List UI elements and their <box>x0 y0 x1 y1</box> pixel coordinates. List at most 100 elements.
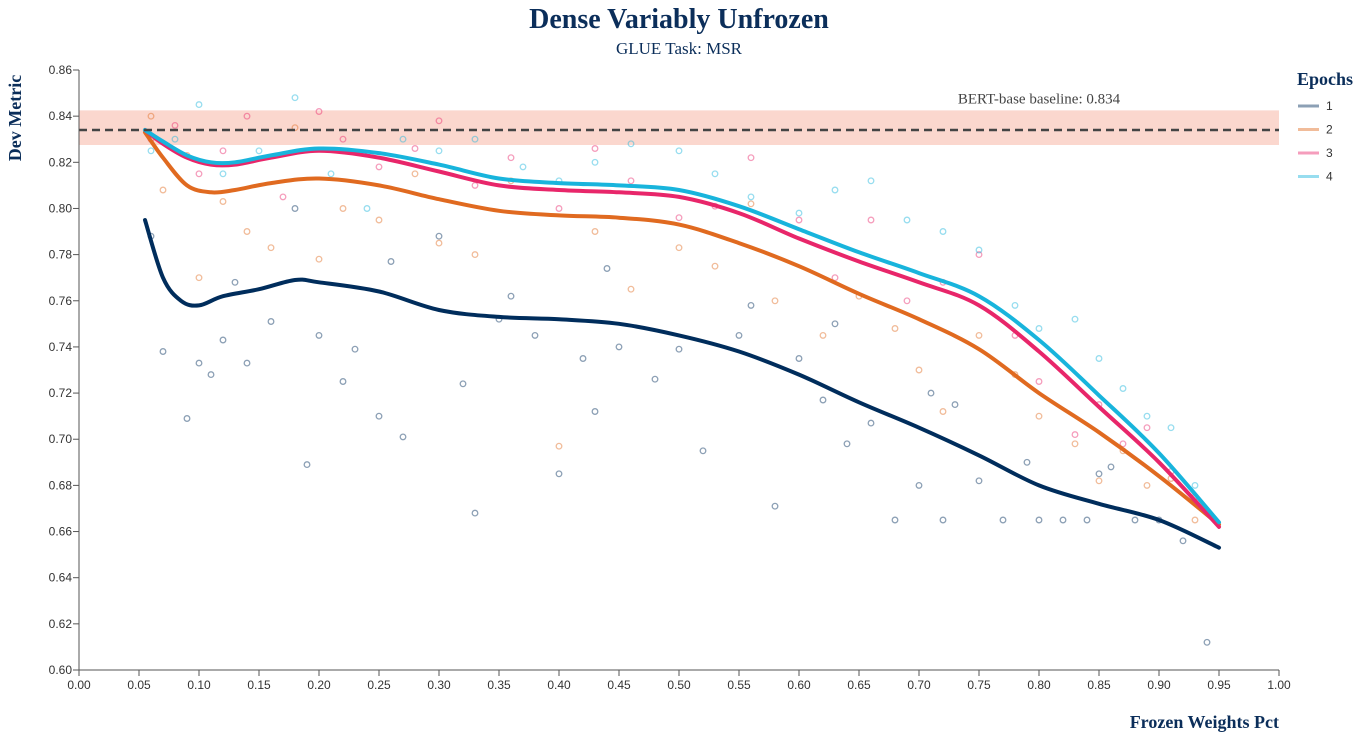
scatter-point <box>1035 325 1043 332</box>
scatter-point <box>675 244 683 252</box>
scatter-point <box>915 366 923 374</box>
scatter-point <box>939 516 947 524</box>
scatter-point <box>267 244 275 252</box>
plot-area: BERT-base baseline: 0.834 <box>79 91 1279 646</box>
scatter-point <box>771 297 779 305</box>
scatter-point <box>591 145 599 152</box>
scatter-point <box>1071 315 1079 323</box>
scatter-point <box>507 292 515 300</box>
scatter-point <box>999 516 1007 524</box>
y-tick-label: 0.64 <box>49 571 73 585</box>
scatter-point <box>1095 470 1103 478</box>
scatter-point <box>363 205 371 212</box>
x-tick-label: 0.25 <box>367 678 391 692</box>
scatter-point <box>159 348 167 355</box>
chart-title: Dense Variably Unfrozen <box>529 4 829 35</box>
scatter-point <box>1083 516 1091 524</box>
scatter-point <box>291 205 299 212</box>
scatter-point <box>267 318 275 325</box>
scatter-point <box>147 147 155 155</box>
scatter-point <box>975 331 983 339</box>
scatter-point <box>195 101 203 109</box>
scatter-point <box>291 94 299 102</box>
scatter-point <box>1191 516 1199 524</box>
scatter-point <box>795 209 803 217</box>
scatter-point <box>939 228 947 235</box>
baseline-label: BERT-base baseline: 0.834 <box>958 91 1121 107</box>
y-tick-label: 0.66 <box>49 525 73 539</box>
scatter-point <box>1143 424 1151 432</box>
scatter-point <box>615 343 623 351</box>
y-axis-title: Dev Metric <box>5 75 25 161</box>
x-tick-label: 1.00 <box>1267 678 1291 692</box>
trend-line-epoch-4 <box>143 128 1221 525</box>
scatter-point <box>591 408 599 415</box>
x-tick-label: 0.00 <box>67 678 91 692</box>
scatter-point <box>747 154 755 162</box>
scatter-point <box>795 355 803 362</box>
legend-title: Epochs <box>1297 69 1353 89</box>
scatter-point <box>183 415 191 422</box>
y-tick-label: 0.74 <box>49 340 73 354</box>
x-tick-label: 0.10 <box>187 678 211 692</box>
x-tick-label: 0.55 <box>727 678 751 692</box>
y-tick-label: 0.82 <box>49 155 73 169</box>
scatter-point <box>831 320 839 328</box>
scatter-point <box>243 359 251 367</box>
scatter-point <box>459 380 467 388</box>
scatter-point <box>699 447 707 455</box>
legend-label-epoch-2: 2 <box>1326 123 1333 137</box>
scatter-point <box>627 177 635 185</box>
y-tick-label: 0.68 <box>49 478 73 492</box>
x-tick-label: 0.75 <box>967 678 991 692</box>
scatter-point <box>627 140 635 148</box>
scatter-point <box>435 239 443 247</box>
x-tick-label: 0.60 <box>787 678 811 692</box>
scatter-point <box>771 502 779 510</box>
x-tick-label: 0.20 <box>307 678 331 692</box>
scatter-point <box>675 147 683 155</box>
x-tick-label: 0.35 <box>487 678 511 692</box>
scatter-point <box>975 477 983 485</box>
scatter-point <box>795 216 803 224</box>
scatter-point <box>471 251 479 259</box>
scatter-point <box>831 186 839 194</box>
scatter-point <box>1131 516 1139 524</box>
scatter-point <box>147 112 155 120</box>
scatter-point <box>351 345 359 353</box>
x-tick-label: 0.70 <box>907 678 931 692</box>
scatter-point <box>819 331 827 339</box>
scatter-point <box>375 163 383 171</box>
scatter-point <box>975 251 983 259</box>
y-tick-label: 0.76 <box>49 294 73 308</box>
scatter-point <box>303 461 311 469</box>
scatter-point <box>171 135 179 143</box>
scatter-point <box>555 205 563 212</box>
x-axis-ticks: 0.00 0.05 0.10 0.15 0.20 0.25 0.30 0.35 0.40 0.45… <box>67 670 1291 692</box>
scatter-point <box>339 378 347 385</box>
scatter-point <box>867 419 875 427</box>
scatter-point <box>471 509 479 517</box>
scatter-point <box>207 371 215 379</box>
scatter-point <box>375 412 383 420</box>
scatter-point <box>1071 431 1079 439</box>
scatter-point <box>1203 638 1211 646</box>
y-tick-label: 0.84 <box>49 109 73 123</box>
scatter-point <box>867 177 875 185</box>
scatter-point <box>243 228 251 235</box>
scatter-point <box>1107 463 1115 471</box>
scatter-point <box>1059 516 1067 524</box>
scatter-point <box>471 135 479 143</box>
scatter-point <box>1071 440 1079 448</box>
scatter-point <box>327 170 335 178</box>
x-tick-label: 0.90 <box>1147 678 1171 692</box>
scatter-point <box>591 228 599 235</box>
scatter-point <box>219 170 227 178</box>
x-tick-label: 0.30 <box>427 678 451 692</box>
x-tick-label: 0.65 <box>847 678 871 692</box>
scatter-point <box>375 216 383 224</box>
scatter-point <box>435 147 443 155</box>
scatter-point <box>579 355 587 362</box>
scatter-point <box>747 193 755 201</box>
